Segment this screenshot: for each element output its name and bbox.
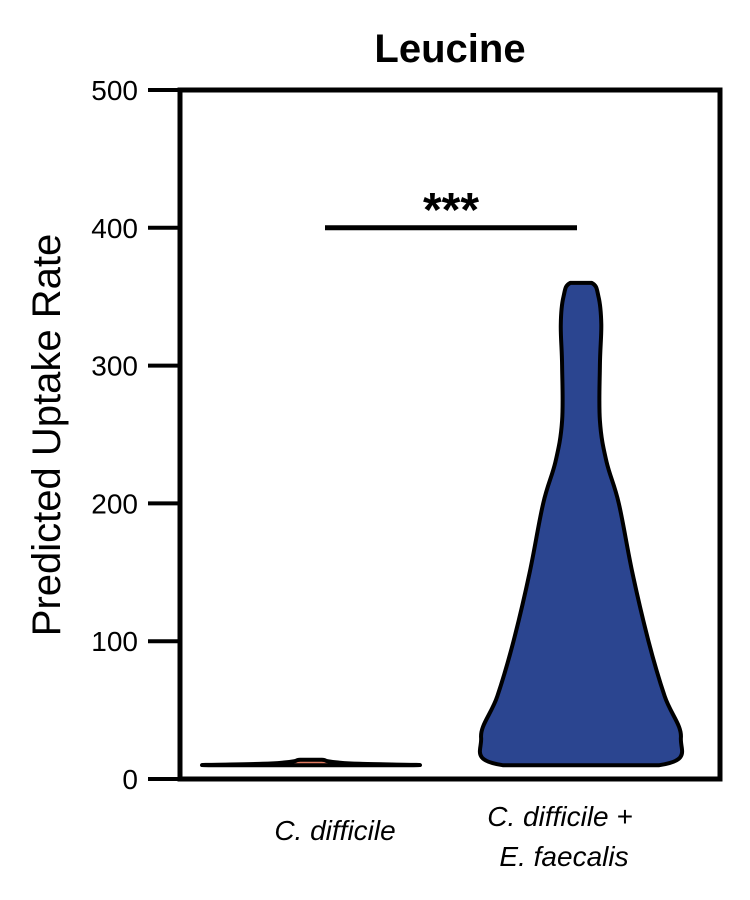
x-tick-label: E. faecalis [499,841,628,872]
y-tick-label: 200 [91,488,138,519]
y-tick-label: 400 [91,213,138,244]
violin-1 [200,757,422,768]
y-tick-label: 300 [91,351,138,382]
x-tick-label: C. difficile + [487,801,633,832]
x-axis-ticks: C. difficile C. difficile + E. faecalis [274,801,632,872]
y-axis-ticks: 0 100 200 300 400 500 [91,75,180,795]
x-tick-label: C. difficile [274,815,395,846]
plot-frame [177,87,723,782]
violins [200,280,685,768]
significance-annotation: *** [325,184,577,237]
significance-label: *** [423,184,479,237]
y-tick-label: 0 [122,764,138,795]
y-axis-label: Predicted Uptake Rate [25,234,69,636]
violin-2 [477,280,685,768]
y-tick-label: 500 [91,75,138,106]
chart-title: Leucine [374,27,525,71]
y-tick-label: 100 [91,626,138,657]
